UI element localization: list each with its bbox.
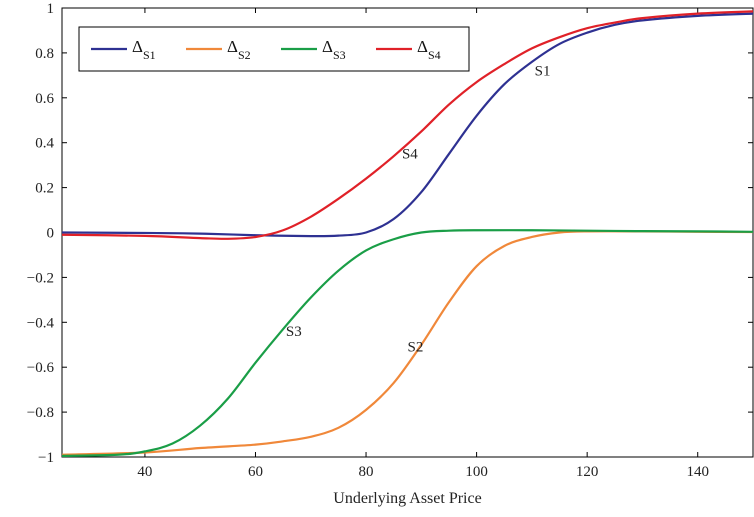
y-tick-label: 0.4 (35, 136, 54, 152)
legend-label-sub: S1 (143, 48, 156, 62)
legend-label-main: Δ (322, 37, 333, 56)
x-tick-label: 140 (686, 464, 709, 480)
curve-label-s1: S1 (535, 63, 551, 79)
y-tick-label: −0.4 (27, 315, 55, 331)
legend-label-s3: ΔS3 (322, 37, 346, 62)
y-tick-label: 0.2 (35, 181, 54, 197)
y-tick-label: −0.6 (27, 360, 55, 376)
x-tick-label: 120 (576, 464, 599, 480)
legend-label-s1: ΔS1 (132, 37, 156, 62)
series-lines (62, 10, 753, 457)
x-tick-label: 40 (137, 464, 152, 480)
y-tick-label: 0.6 (35, 91, 54, 107)
legend: ΔS1 ΔS2 ΔS3 ΔS4 (78, 26, 470, 72)
curve-label-s4: S4 (402, 146, 418, 162)
legend-label-main: Δ (227, 37, 238, 56)
y-tick-label: 0.8 (35, 46, 54, 62)
legend-label-s4: ΔS4 (417, 37, 441, 62)
legend-label-sub: S4 (428, 48, 441, 62)
x-tick-label: 60 (248, 464, 263, 480)
legend-label-main: Δ (417, 37, 428, 56)
legend-label-sub: S2 (238, 48, 251, 62)
x-tick-label: 100 (465, 464, 488, 480)
y-tick-label: 0 (47, 226, 55, 242)
x-tick-label: 80 (359, 464, 374, 480)
y-tick-label: 1 (47, 1, 55, 17)
series-line-s4 (62, 10, 753, 240)
y-tick-label: −0.2 (27, 270, 54, 286)
y-tick-label: −1 (38, 450, 54, 466)
curve-label-s3: S3 (286, 324, 302, 340)
x-axis-title: Underlying Asset Price (333, 490, 481, 507)
series-line-s3 (62, 229, 753, 457)
y-tick-label: −0.8 (27, 405, 54, 421)
legend-label-main: Δ (132, 37, 143, 56)
series-line-s1 (62, 12, 753, 238)
legend-label-s2: ΔS2 (227, 37, 251, 62)
curve-label-s2: S2 (408, 339, 424, 355)
axis-ticks: 40 60 80 100 120 140 −1 −0.8 −0.6 −0.4 −0.2 0 0.2 0.4… (27, 1, 753, 480)
legend-label-sub: S3 (333, 48, 346, 62)
legend-box (78, 26, 470, 72)
curve-labels: S1 S2 S3 S4 (286, 63, 551, 355)
